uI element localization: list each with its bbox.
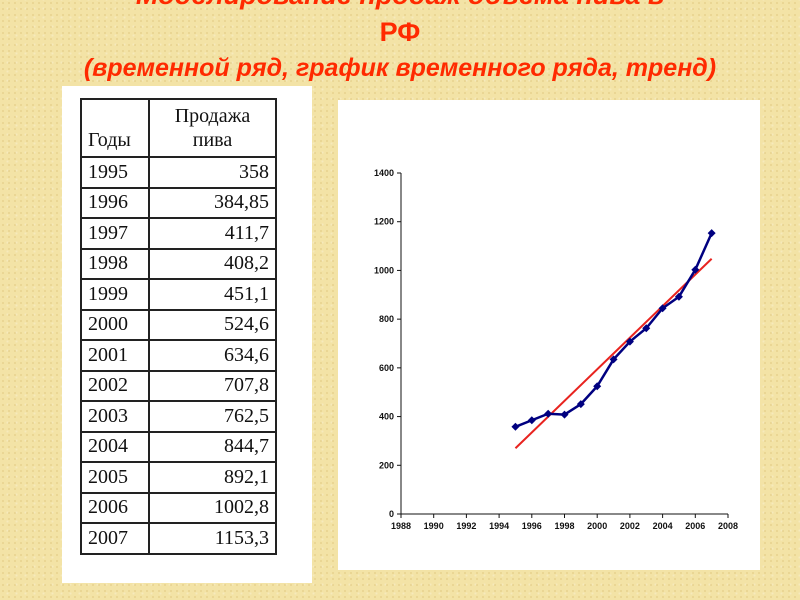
year-cell: 1995 xyxy=(80,156,150,189)
y-tick-label: 0 xyxy=(389,509,394,519)
sales-cell: 411,7 xyxy=(148,217,277,250)
y-tick-label: 1400 xyxy=(374,168,394,178)
y-tick-label: 1000 xyxy=(374,265,394,275)
table-row: 1996 384,85 xyxy=(80,186,277,219)
x-tick-label: 1998 xyxy=(554,521,574,531)
table-row: 1997 411,7 xyxy=(80,217,277,250)
x-axis: 1988 1990 1992 1994 1996 1998 2000 2002 2004 2006… xyxy=(391,513,738,531)
year-cell: 1996 xyxy=(80,186,150,219)
sales-cell: 892,1 xyxy=(148,461,277,494)
slide-title-line3: (временной ряд, график временного ряда, … xyxy=(83,54,717,82)
data-point-marker xyxy=(544,409,553,418)
series-layer xyxy=(511,229,716,431)
data-point-marker xyxy=(609,355,618,364)
year-cell: 1998 xyxy=(80,247,150,280)
sales-cell: 634,6 xyxy=(148,339,277,372)
table-row: 1998 408,2 xyxy=(80,247,277,280)
y-tick-label: 1200 xyxy=(374,217,394,227)
slide-title-line1: Моделирование продаж объёма пива в xyxy=(0,0,800,11)
chart-panel: 0 200 400 600 800 1000 1200 1400 1988 1990 1992 19… xyxy=(338,100,760,570)
x-tick-label: 2000 xyxy=(587,521,607,531)
header-beer-sales: Продажа пива xyxy=(148,98,277,158)
sales-cell: 408,2 xyxy=(148,247,277,280)
sales-cell: 707,8 xyxy=(148,369,277,402)
y-tick-label: 200 xyxy=(379,460,394,470)
data-point-marker xyxy=(511,422,520,431)
sales-cell: 451,1 xyxy=(148,278,277,311)
y-tick-label: 600 xyxy=(379,363,394,373)
table-row: 1999 451,1 xyxy=(80,278,277,311)
data-point-marker xyxy=(593,382,602,391)
trendline-layer xyxy=(514,258,713,449)
table-row: 2007 1153,3 xyxy=(80,522,277,555)
y-axis: 0 200 400 600 800 1000 1200 1400 xyxy=(374,168,402,519)
year-cell: 2001 xyxy=(80,339,150,372)
year-cell: 2003 xyxy=(80,400,150,433)
year-cell: 1997 xyxy=(80,217,150,250)
table-row: 2006 1002,8 xyxy=(80,491,277,524)
data-point-marker xyxy=(674,292,683,301)
year-cell: 2007 xyxy=(80,522,150,555)
table-row: 2002 707,8 xyxy=(80,369,277,402)
data-point-marker xyxy=(707,229,716,238)
x-tick-label: 2004 xyxy=(653,521,673,531)
table-row: 2003 762,5 xyxy=(80,400,277,433)
data-point-marker xyxy=(576,400,585,409)
sales-table: Годы Продажа пива 1995 358 1996 384,85 1997 4… xyxy=(80,98,277,555)
x-tick-label: 1996 xyxy=(522,521,542,531)
table-row: 1995 358 xyxy=(80,156,277,189)
slide-title-line2: РФ xyxy=(379,17,421,47)
x-tick-label: 1992 xyxy=(456,521,476,531)
sales-cell: 762,5 xyxy=(148,400,277,433)
data-point-marker xyxy=(658,304,667,313)
y-tick-label: 800 xyxy=(379,314,394,324)
trendline xyxy=(514,258,713,449)
table-row: 2001 634,6 xyxy=(80,339,277,372)
sales-cell: 844,7 xyxy=(148,430,277,463)
table-body: 1995 358 1996 384,85 1997 411,7 1998 408,2 1999 4… xyxy=(80,156,277,555)
table-header-row: Годы Продажа пива xyxy=(80,98,277,158)
series-line xyxy=(514,232,713,428)
x-tick-label: 1994 xyxy=(489,521,509,531)
x-tick-label: 2008 xyxy=(718,521,738,531)
table-row: 2005 892,1 xyxy=(80,461,277,494)
year-cell: 2002 xyxy=(80,369,150,402)
year-cell: 2005 xyxy=(80,461,150,494)
header-years: Годы xyxy=(80,98,150,158)
x-tick-label: 1988 xyxy=(391,521,411,531)
table-row: 2000 524,6 xyxy=(80,308,277,341)
data-point-marker xyxy=(527,416,536,425)
sales-cell: 1002,8 xyxy=(148,491,277,524)
sales-cell: 524,6 xyxy=(148,308,277,341)
data-point-marker xyxy=(642,324,651,333)
year-cell: 1999 xyxy=(80,278,150,311)
sales-cell: 1153,3 xyxy=(148,522,277,555)
sales-cell: 358 xyxy=(148,156,277,189)
data-point-marker xyxy=(691,265,700,274)
data-point-marker xyxy=(625,337,634,346)
year-cell: 2004 xyxy=(80,430,150,463)
x-tick-label: 2002 xyxy=(620,521,640,531)
sales-cell: 384,85 xyxy=(148,186,277,219)
x-tick-label: 2006 xyxy=(685,521,705,531)
data-point-marker xyxy=(560,410,569,419)
y-tick-label: 400 xyxy=(379,412,394,422)
year-cell: 2000 xyxy=(80,308,150,341)
x-tick-label: 1990 xyxy=(424,521,444,531)
year-cell: 2006 xyxy=(80,491,150,524)
data-table-panel: Годы Продажа пива 1995 358 1996 384,85 1997 4… xyxy=(62,86,312,583)
table-row: 2004 844,7 xyxy=(80,430,277,463)
